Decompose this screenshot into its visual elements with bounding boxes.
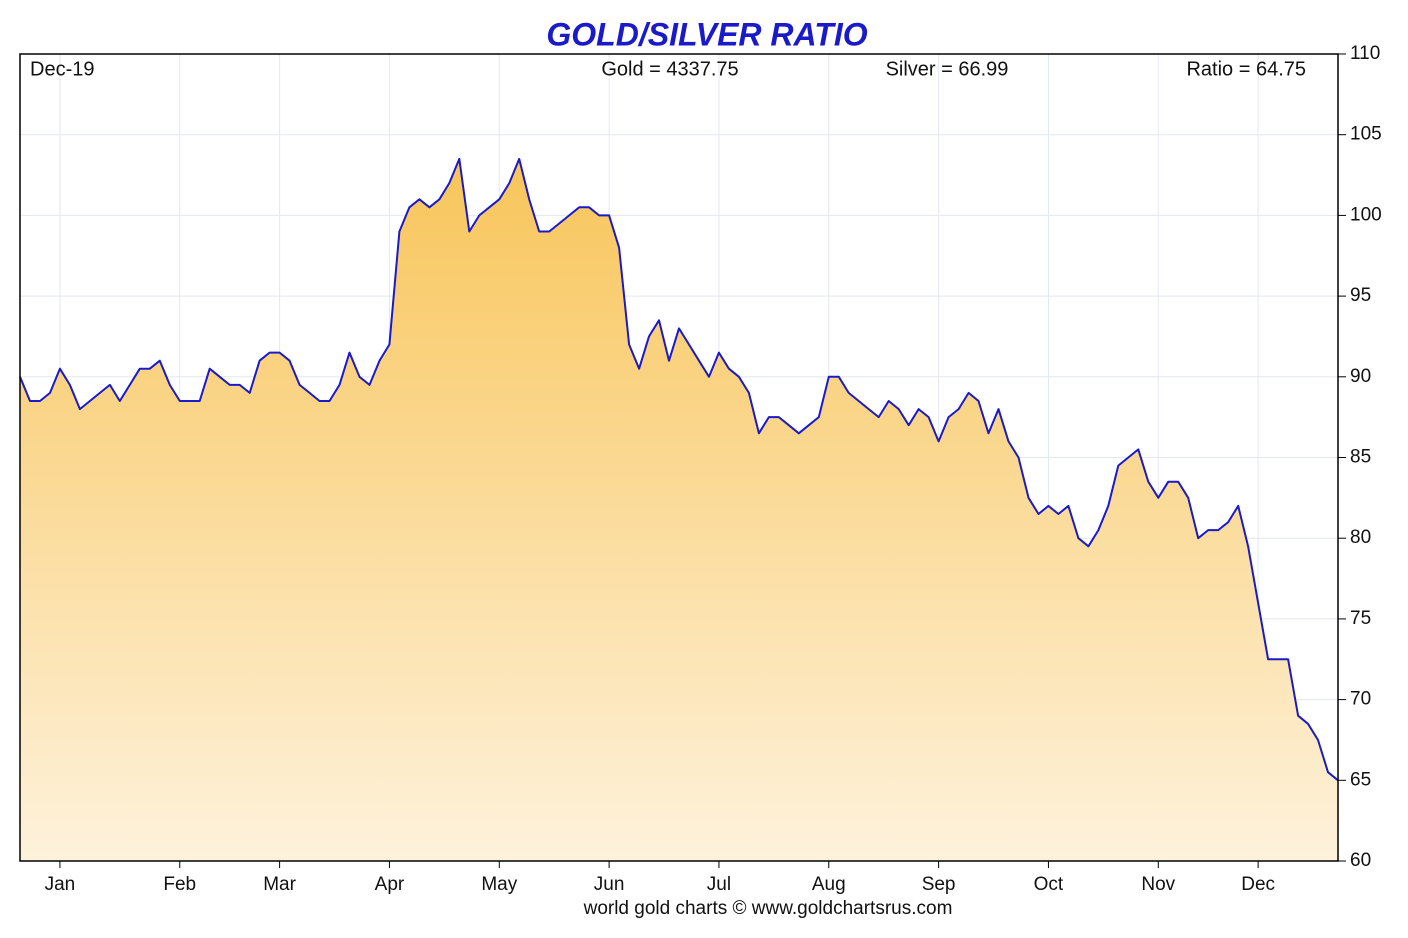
y-tick-label: 60	[1350, 850, 1371, 871]
header-silver: Silver = 66.99	[886, 58, 1009, 80]
x-tick-label: Jun	[594, 874, 625, 895]
x-tick-label: Apr	[375, 874, 405, 895]
chart-title: GOLD/SILVER RATIO	[546, 16, 867, 52]
x-tick-label: Mar	[263, 874, 296, 895]
x-tick-label: Aug	[812, 874, 846, 895]
y-tick-label: 75	[1350, 608, 1371, 629]
y-tick-label: 65	[1350, 769, 1371, 790]
y-tick-label: 85	[1350, 447, 1371, 468]
y-tick-label: 80	[1350, 527, 1371, 548]
line	[19, 157, 1339, 782]
x-tick-label: Nov	[1141, 874, 1175, 895]
x-tick-label: Dec	[1241, 874, 1275, 895]
x-tick-label: Oct	[1034, 874, 1064, 895]
x-tick-label: Sep	[922, 874, 956, 895]
header-gold: Gold = 4337.75	[601, 58, 738, 80]
x-tick-label: Jan	[45, 874, 76, 895]
y-tick-label: 90	[1350, 366, 1371, 387]
footer: world gold charts © www.goldchartsrus.co…	[583, 898, 953, 919]
y-tick-label: 70	[1350, 689, 1371, 710]
y-tick-label: 95	[1350, 285, 1371, 306]
header-ratio: Ratio = 64.75	[1186, 58, 1306, 80]
x-tick-label: May	[481, 874, 517, 895]
x-tick-label: Feb	[163, 874, 196, 895]
header-date: Dec-19	[30, 58, 94, 80]
x-tick-label: Jul	[707, 874, 731, 895]
y-tick-label: 100	[1350, 204, 1382, 225]
area	[20, 158, 1338, 861]
y-tick-label: 110	[1350, 43, 1380, 64]
y-tick-label: 105	[1350, 124, 1382, 145]
plot	[19, 157, 1339, 861]
